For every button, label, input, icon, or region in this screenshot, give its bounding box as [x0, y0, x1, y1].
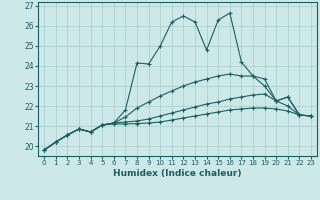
X-axis label: Humidex (Indice chaleur): Humidex (Indice chaleur): [113, 169, 242, 178]
